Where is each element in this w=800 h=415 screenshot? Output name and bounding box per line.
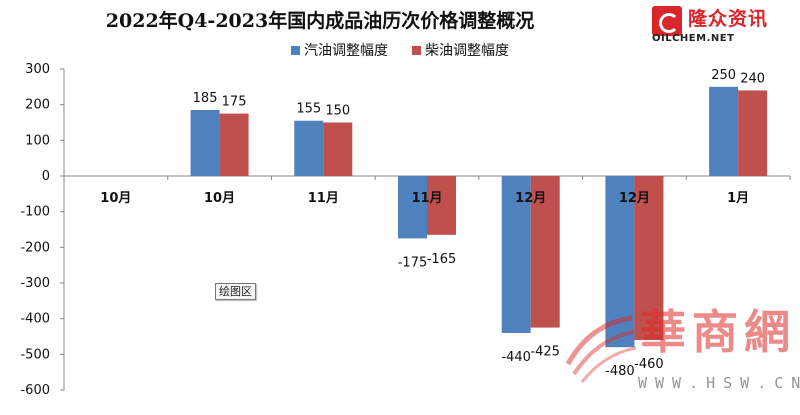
x-category-label: 11月 — [308, 191, 339, 206]
x-category-label: 10月 — [204, 191, 235, 206]
y-tick-label: -200 — [20, 240, 50, 255]
y-tick-label: 100 — [25, 133, 50, 148]
bar-gasoline — [709, 86, 739, 176]
logo-url: OILCHEM.NET — [652, 33, 735, 44]
data-label-gasoline: 250 — [711, 68, 736, 83]
bar-gasoline — [501, 176, 531, 333]
legend-label-gasoline: 汽油调整幅度 — [304, 43, 388, 59]
data-label-diesel: 150 — [325, 104, 350, 119]
data-label-gasoline: -175 — [398, 255, 428, 270]
oilchem-logo: 隆众资讯 OILCHEM.NET — [652, 6, 792, 46]
data-label-gasoline: 185 — [193, 91, 218, 106]
data-label-gasoline: 155 — [296, 102, 321, 117]
chart-title: 2022年Q4-2023年国内成品油历次价格调整概况 — [105, 10, 535, 32]
y-tick-label: -500 — [20, 347, 50, 362]
y-tick-label: -600 — [20, 383, 50, 398]
legend-label-diesel: 柴油调整幅度 — [425, 43, 509, 59]
legend-item-diesel: 柴油调整幅度 — [412, 40, 509, 60]
y-tick-label: -300 — [20, 276, 50, 291]
x-category-label: 11月 — [411, 191, 442, 206]
x-category-label: 12月 — [619, 191, 650, 206]
data-label-gasoline: -480 — [605, 364, 635, 379]
legend-item-gasoline: 汽油调整幅度 — [291, 40, 388, 60]
plot-area-tooltip: 绘图区 — [215, 283, 256, 300]
logo-name: 隆众资讯 — [688, 8, 769, 30]
bar-gasoline — [190, 110, 220, 176]
x-category-label: 10月 — [100, 191, 131, 206]
y-tick-label: -400 — [20, 312, 50, 327]
legend-swatch-gasoline — [291, 45, 300, 55]
oilchem-logo-icon — [652, 6, 682, 36]
bar-diesel — [738, 90, 768, 176]
bar-diesel — [530, 176, 560, 328]
data-label-diesel: 240 — [740, 71, 765, 86]
data-label-diesel: 175 — [222, 95, 247, 110]
bar-gasoline — [294, 120, 324, 176]
data-label-diesel: -460 — [634, 357, 664, 372]
y-tick-label: 200 — [25, 98, 50, 113]
data-label-diesel: -425 — [530, 345, 560, 360]
y-tick-label: 0 — [42, 169, 50, 184]
data-label-gasoline: -440 — [501, 350, 531, 365]
y-tick-label: 300 — [25, 62, 50, 77]
legend: 汽油调整幅度 柴油调整幅度 — [0, 40, 800, 60]
legend-swatch-diesel — [412, 45, 421, 55]
x-category-label: 1月 — [727, 191, 749, 206]
bar-diesel — [323, 122, 353, 176]
data-label-diesel: -165 — [427, 252, 457, 267]
y-tick-label: -100 — [20, 205, 50, 220]
x-category-label: 12月 — [515, 191, 546, 206]
bar-diesel — [219, 113, 249, 176]
bar-diesel — [634, 176, 664, 341]
bar-gasoline — [398, 176, 427, 239]
bar-diesel — [427, 176, 456, 235]
